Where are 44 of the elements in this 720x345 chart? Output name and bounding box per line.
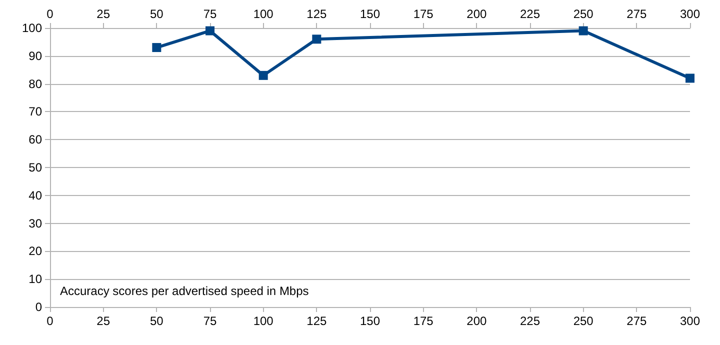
x-tick-label: 50 — [150, 314, 164, 328]
point — [152, 43, 162, 52]
x-tick-label: 300 — [680, 314, 700, 328]
y-tick-label: 20 — [28, 244, 42, 258]
x2-tick-label: 125 — [306, 7, 327, 21]
annotation: Accuracy scores per advertised speed in Mbps — [60, 284, 309, 298]
x2-tick-label: 175 — [413, 7, 434, 21]
point — [206, 26, 214, 36]
y-tick-label: 60 — [28, 132, 42, 147]
x2-tick-label: 150 — [360, 7, 380, 21]
x-tick-label: 225 — [520, 314, 540, 328]
x2-tick-label: 75 — [203, 7, 217, 21]
x2-tick-label: 50 — [150, 7, 164, 21]
point — [312, 34, 322, 44]
x-tick-label: 125 — [306, 314, 327, 328]
x-tick-label: 200 — [466, 314, 487, 328]
y-tick-label: 40 — [28, 188, 42, 202]
y-tick-label: 0 — [35, 300, 42, 314]
x-tick-label: 25 — [96, 314, 110, 328]
point — [578, 26, 588, 36]
x-tick-label: 150 — [360, 314, 380, 328]
y-tick-label: 30 — [28, 216, 42, 230]
x2-tick-label: 225 — [520, 7, 540, 21]
y-tick-label: 100 — [22, 21, 42, 35]
x2-tick-label: 200 — [466, 7, 487, 21]
x2-tick-label: 25 — [96, 7, 110, 21]
x-tick-label: 250 — [573, 314, 594, 328]
x-tick-label: 100 — [253, 314, 274, 328]
x-tick-label: 275 — [626, 314, 647, 328]
x2-tick-label: 100 — [253, 7, 274, 21]
y-tick-label: 70 — [28, 104, 42, 119]
x-tick-label: 75 — [203, 314, 217, 328]
x2-tick-label: 275 — [626, 7, 647, 21]
point — [258, 70, 268, 80]
y-tick-label: 10 — [28, 272, 42, 286]
y-tick-label: 90 — [28, 48, 42, 63]
x2-tick-label: 0 — [46, 7, 54, 21]
x-tick-label: 0 — [46, 314, 54, 328]
x2-tick-label: 250 — [573, 7, 594, 21]
x-tick-label: 175 — [413, 314, 434, 328]
x2-tick-label: 300 — [680, 7, 700, 21]
point — [686, 74, 694, 83]
y-tick-label: 50 — [28, 160, 42, 174]
y-tick-label: 80 — [28, 76, 42, 91]
